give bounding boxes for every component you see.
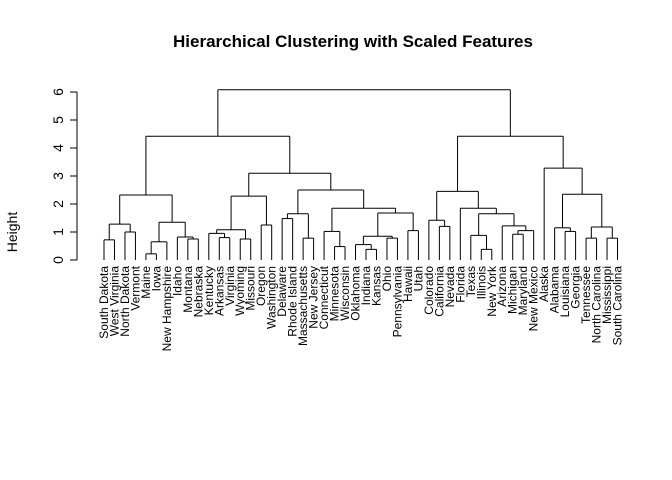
dendrogram-branches: [103, 89, 619, 260]
y-tick-label: 6: [50, 88, 66, 96]
leaf-label: California: [432, 266, 446, 317]
leaf-label: New Mexico: [527, 266, 541, 332]
y-axis: 0 1 2 3 4 5 6: [50, 88, 78, 264]
leaf-label: Mississippi: [600, 266, 614, 324]
leaf-label: Connecticut: [317, 265, 331, 329]
leaf-label: Indiana: [359, 266, 373, 306]
leaf-label: Arizona: [495, 266, 509, 307]
leaf-label: Oklahoma: [349, 266, 363, 321]
leaf-label: Pennsylvania: [390, 266, 404, 338]
leaf-label: Nevada: [443, 266, 457, 308]
chart-title: Hierarchical Clustering with Scaled Feat…: [173, 32, 533, 51]
leaf-label: Delaware: [275, 266, 289, 317]
leaf-label: Colorado: [422, 266, 436, 315]
leaf-label: Texas: [464, 266, 478, 297]
leaf-label: New Jersey: [307, 266, 321, 329]
leaf-label: Florida: [453, 266, 467, 303]
leaf-label: New York: [485, 265, 499, 317]
leaf-label: Washington: [265, 266, 279, 329]
leaf-label: Tennessee: [579, 266, 593, 324]
y-tick-label: 3: [50, 172, 66, 180]
leaf-label: Nebraska: [191, 266, 205, 318]
leaf-label: Montana: [181, 266, 195, 313]
leaf-label: South Carolina: [611, 266, 625, 346]
leaf-label: Wyoming: [233, 266, 247, 316]
leaf-label: Idaho: [170, 266, 184, 296]
leaf-label: Utah: [411, 266, 425, 291]
leaf-label: Alaska: [537, 266, 551, 302]
leaf-label: Alabama: [548, 266, 562, 314]
leaf-label: South Dakota: [97, 266, 111, 339]
leaf-label: Michigan: [506, 266, 520, 314]
leaf-label: Maryland: [516, 266, 530, 315]
leaf-label: Iowa: [149, 266, 163, 292]
leaf-label: North Dakota: [118, 266, 132, 337]
leaf-label: Kentucky: [202, 266, 216, 315]
leaf-label: Vermont: [128, 265, 142, 310]
leaf-label: Georgia: [569, 266, 583, 309]
leaf-label: Minnesota: [328, 266, 342, 322]
leaf-label: Virginia: [223, 266, 237, 306]
y-tick-label: 0: [50, 256, 66, 264]
leaf-label: Rhode Island: [286, 266, 300, 337]
leaf-label: Illinois: [474, 266, 488, 299]
leaf-label: North Carolina: [590, 266, 604, 344]
leaf-label: Wisconsin: [338, 266, 352, 321]
y-tick-label: 1: [50, 228, 66, 236]
y-tick-label: 5: [50, 116, 66, 124]
leaf-label: Massachusetts: [296, 266, 310, 346]
y-tick-label: 4: [50, 144, 66, 152]
leaf-label: Oregon: [254, 266, 268, 306]
leaf-label: Missouri: [244, 266, 258, 311]
leaf-label: New Hampshire: [160, 266, 174, 352]
leaf-label: Arkansas: [212, 266, 226, 316]
leaf-label: Louisiana: [558, 266, 572, 318]
leaf-label: West Virginia: [107, 266, 121, 337]
leaf-label: Ohio: [380, 266, 394, 292]
leaf-label: Hawaii: [401, 266, 415, 302]
y-axis-label: Height: [4, 212, 20, 253]
leaf-label: Maine: [139, 266, 153, 299]
leaf-label: Kansas: [369, 266, 383, 306]
y-tick-label: 2: [50, 200, 66, 208]
